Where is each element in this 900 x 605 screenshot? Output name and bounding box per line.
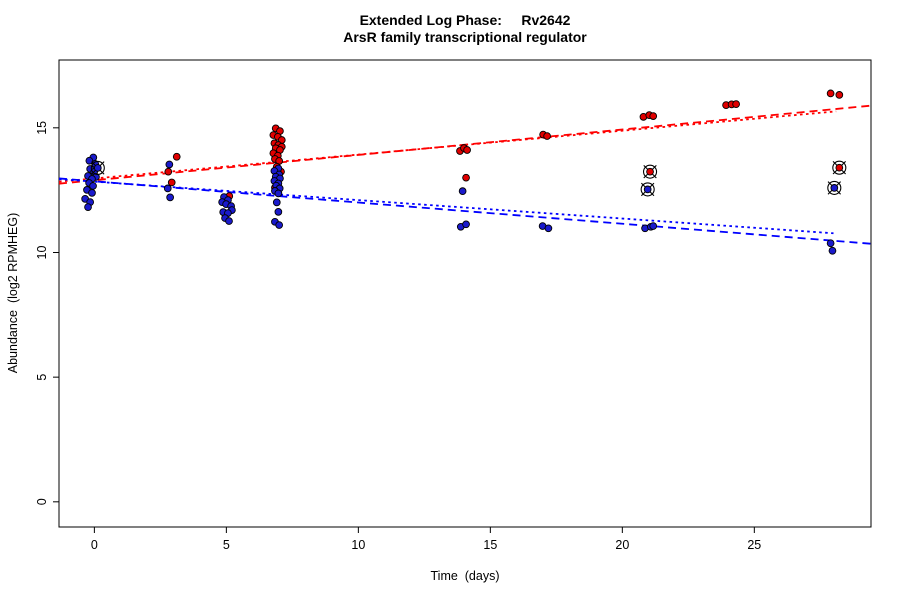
data-point-red-condition bbox=[649, 112, 658, 120]
x-tick-label: 25 bbox=[747, 538, 761, 552]
data-point-blue-condition bbox=[458, 187, 467, 195]
data-point-blue-condition bbox=[88, 189, 96, 197]
data-point-blue-condition bbox=[166, 193, 174, 202]
plot-box bbox=[58, 59, 872, 528]
x-tick-label: 20 bbox=[615, 538, 629, 552]
y-tick-label: 0 bbox=[35, 498, 49, 505]
outlier-circle bbox=[640, 182, 655, 197]
data-point-red-condition bbox=[164, 167, 173, 176]
data-point-blue-condition bbox=[85, 156, 94, 165]
outlier-circle bbox=[642, 164, 658, 179]
data-point-red-condition bbox=[543, 132, 551, 140]
outlier-point-red-condition bbox=[646, 167, 654, 176]
chart-subtitle: ArsR family transcriptional regulator bbox=[343, 29, 587, 45]
data-point-blue-condition bbox=[225, 217, 233, 225]
plot-area: 0 5 10 15 20 25 0 5 10 15 bbox=[35, 59, 872, 552]
data-point-blue-condition bbox=[163, 184, 172, 193]
outlier-circle bbox=[90, 160, 105, 176]
y-axis-title: Abundance (log2 RPMHEG) bbox=[6, 213, 20, 374]
chart-title: Extended Log Phase: Rv2642 bbox=[360, 12, 571, 28]
y-tick-label: 5 bbox=[35, 374, 49, 381]
data-point-red-condition bbox=[463, 146, 471, 154]
outlier-point-blue-condition bbox=[643, 185, 652, 194]
blue-fit-dotted bbox=[58, 178, 834, 235]
outlier-point-red-condition bbox=[835, 163, 844, 172]
data-point-blue-condition bbox=[828, 246, 837, 255]
outlier-point-blue-condition bbox=[93, 164, 102, 172]
x-tick-label: 15 bbox=[483, 538, 497, 552]
blue-fit-dashed bbox=[58, 177, 872, 245]
data-point-blue-condition bbox=[462, 220, 470, 229]
x-tick-label: 5 bbox=[223, 538, 230, 552]
outlier-point-blue-condition bbox=[830, 184, 839, 192]
data-point-red-condition bbox=[835, 91, 844, 99]
data-point-blue-condition bbox=[165, 160, 174, 169]
red-fit-dotted bbox=[58, 110, 837, 183]
x-axis-title: Time (days) bbox=[431, 569, 500, 583]
x-tick-label: 0 bbox=[91, 538, 98, 552]
data-point-blue-condition bbox=[84, 203, 92, 211]
data-point-red-condition bbox=[167, 178, 176, 187]
data-point-red-condition bbox=[172, 152, 181, 161]
data-point-red-condition bbox=[462, 173, 470, 182]
y-tick-label: 15 bbox=[35, 121, 49, 135]
data-point-red-condition bbox=[732, 100, 740, 108]
data-point-red-condition bbox=[826, 89, 835, 98]
data-point-blue-condition bbox=[89, 182, 97, 190]
outlier-circle bbox=[827, 180, 842, 195]
data-point-blue-condition bbox=[649, 222, 658, 230]
y-tick-label: 10 bbox=[35, 245, 49, 259]
x-tick-label: 10 bbox=[351, 538, 365, 552]
data-point-blue-condition bbox=[544, 224, 553, 233]
outlier-circle bbox=[832, 160, 847, 175]
data-point-blue-condition bbox=[274, 189, 283, 198]
data-point-blue-condition bbox=[826, 239, 835, 248]
data-point-blue-condition bbox=[272, 198, 281, 207]
data-point-blue-condition bbox=[275, 221, 284, 229]
data-point-blue-condition bbox=[274, 207, 283, 216]
